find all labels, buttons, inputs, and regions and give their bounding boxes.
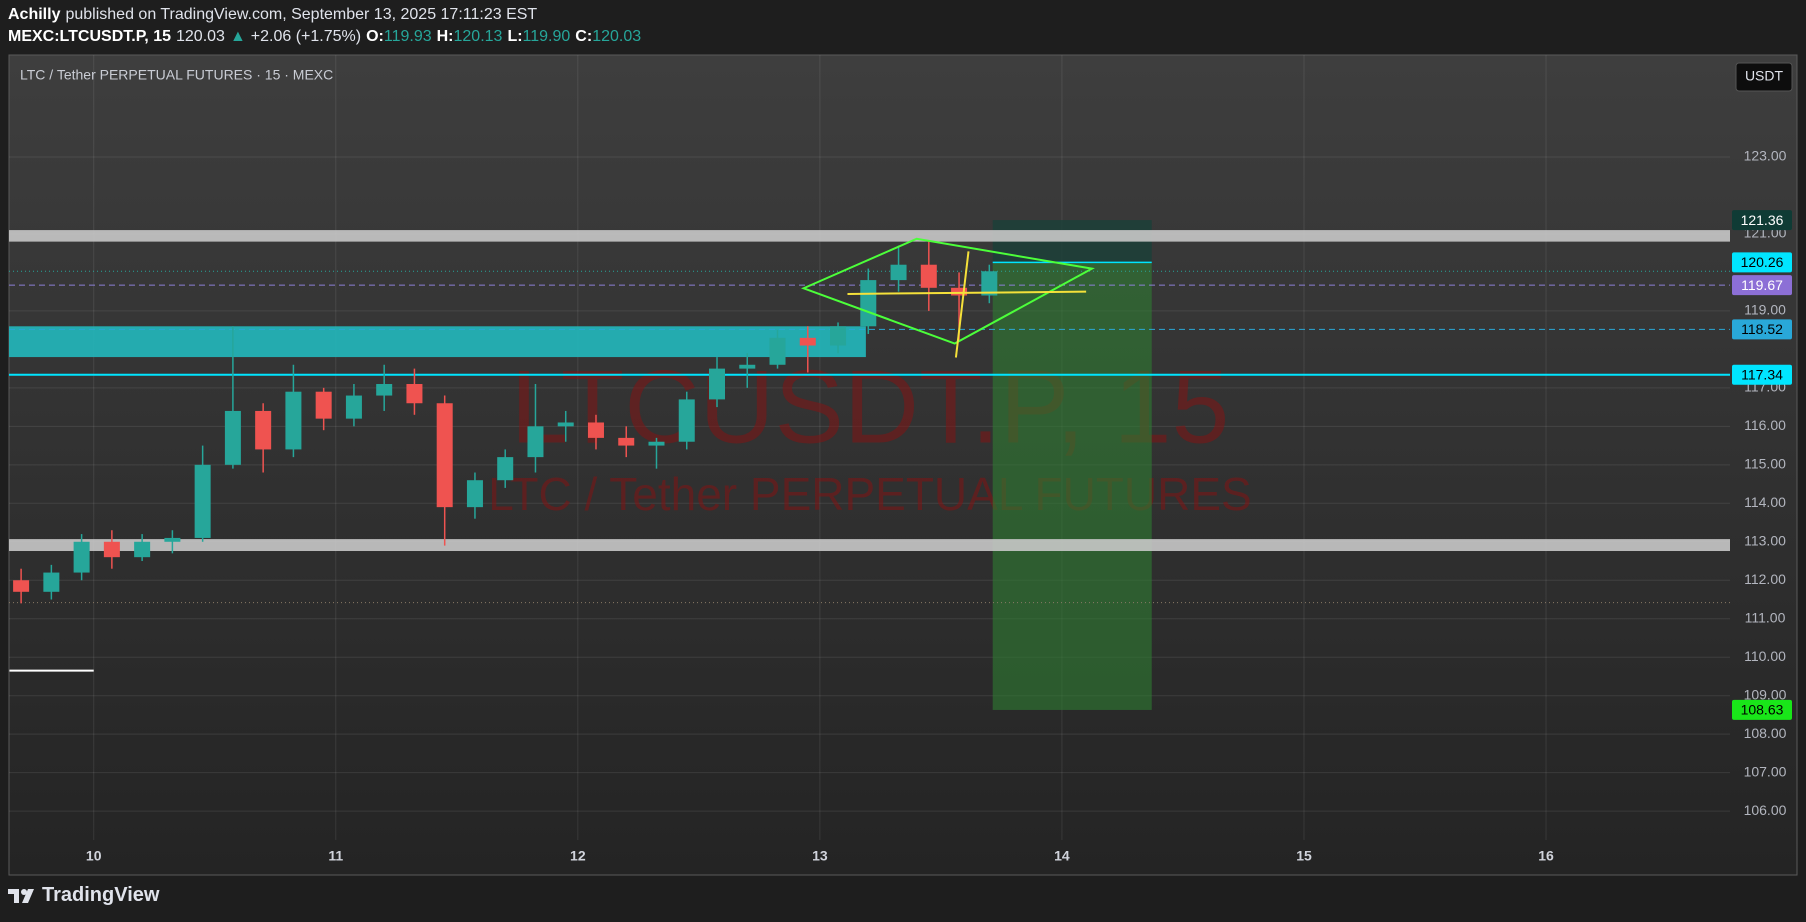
x-tick-label: 14 [1054,848,1070,864]
publish-header: Achilly published on TradingView.com, Sep… [8,6,537,24]
price-label: 121.36 [1741,212,1784,228]
candle-body [497,457,514,481]
y-tick-label: 113.00 [1744,532,1786,548]
y-tick-label: 116.00 [1744,417,1786,433]
price-label-bg [1732,319,1792,340]
close-value: 120.03 [592,28,642,45]
drawing [954,251,970,358]
candle-body [194,464,211,538]
currency[interactable]: USDT [1745,68,1784,84]
high-label: H: [436,28,454,45]
candle-body [799,337,816,346]
y-tick-label: 112.00 [1744,571,1786,587]
position-target-area [992,262,1152,710]
y-tick-label: 115.00 [1744,456,1786,472]
high-value: 120.13 [453,28,503,45]
change-arrow: ▲ [229,28,246,45]
y-tick-label: 119.00 [1744,302,1786,318]
candle-body [406,384,423,404]
y-tick-label: 123.00 [1744,148,1787,164]
author: Achilly [8,6,61,23]
publish-info: published on TradingView.com, September … [65,6,538,23]
candle-body [466,480,483,508]
brand-logo [8,888,34,903]
candle-body [678,399,695,442]
candle-body [920,264,937,288]
change: +2.06 (+1.75%) [250,28,362,45]
candle-body [345,395,362,419]
y-tick-label: 107.00 [1744,763,1787,779]
x-tick-label: 16 [1538,848,1554,864]
price-label-bg [1732,210,1792,231]
candle-body [830,326,847,346]
candle-body [587,422,604,438]
low-value: 119.90 [522,28,571,45]
candle-body [134,541,151,558]
y-tick-label: 111.00 [1745,609,1786,625]
candle-body [73,541,90,573]
price-label: 117.34 [1741,366,1783,382]
candle-body [557,422,574,427]
symbol-legend: MEXC:LTCUSDT.P, 15 120.03 ▲ +2.06 (+1.75%) O… [8,28,641,46]
candle-body [285,391,302,450]
candle-body [315,391,332,419]
candle-body [43,572,60,592]
price-label-bg [1732,364,1792,385]
zone [9,539,1730,552]
last-price: 120.03 [176,28,225,45]
price-label-bg [1732,252,1792,273]
candle-body [618,437,635,446]
low-label: L: [507,28,523,45]
x-tick-label: 11 [328,848,343,864]
candle-body [13,580,30,592]
candle-body [769,337,786,365]
price-label-bg [1732,699,1792,720]
candle-body [951,287,968,296]
close-label: C: [575,28,593,45]
zone [9,326,866,358]
x-tick-label: 15 [1296,848,1312,864]
x-tick-label: 10 [86,848,102,864]
open-value: 119.93 [383,28,432,45]
x-tick-label: 13 [812,848,828,864]
candle-body [860,280,877,327]
y-tick-label: 110.00 [1744,648,1786,664]
currency-box[interactable] [1735,62,1793,92]
y-tick-label: 114.00 [1744,494,1786,510]
candle-body [164,537,181,542]
candle-body [739,364,756,369]
candle-body [436,403,453,508]
x-tick-label: 12 [570,848,586,864]
price-label: 108.63 [1741,702,1784,718]
chart-title: LTC / Tether PERPETUAL FUTURES · 15 · ME… [20,67,333,83]
candle-body [255,410,272,450]
brand-name: TradingView [42,884,160,906]
price-label-bg [1732,275,1792,296]
y-tick-label: 106.00 [1744,802,1787,818]
price-label: 120.26 [1741,254,1784,270]
candle-body [981,271,998,296]
drawing [800,237,1095,345]
candle-body [103,541,120,558]
y-tick-label: 108.00 [1744,725,1787,741]
open-label: O: [366,28,384,45]
candle-body [527,426,544,458]
candle-body [648,441,665,446]
chart-frame [8,54,1798,876]
brand-footer: TradingView [8,884,159,907]
candle-body [224,410,241,465]
price-label: 118.52 [1741,321,1783,337]
price-label: 119.67 [1741,277,1783,293]
candle-body [376,384,393,396]
zone [9,230,1730,242]
symbol: MEXC:LTCUSDT.P, 15 [8,28,171,45]
y-tick-label: 109.00 [1744,686,1787,702]
candle-body [890,264,907,281]
candle-body [709,368,726,400]
drawing [847,290,1087,295]
